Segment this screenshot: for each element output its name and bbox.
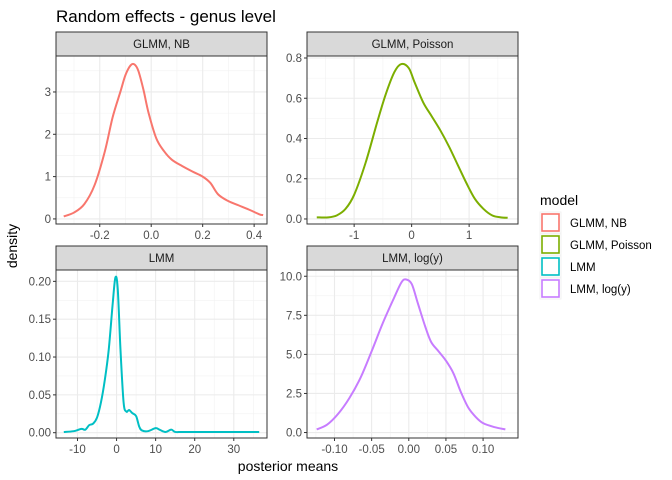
- y-tick-label: 0.0: [286, 428, 302, 440]
- y-tick-label: 0.10: [29, 352, 51, 364]
- x-tick-label: -0.2: [90, 230, 110, 242]
- x-tick-label: 0.0: [143, 230, 159, 242]
- x-tick-label: -0.05: [359, 444, 385, 456]
- x-axis-label: posterior means: [238, 458, 338, 474]
- x-tick-label: 20: [188, 444, 201, 456]
- y-tick-label: 5.0: [286, 349, 302, 361]
- y-tick-label: 0.20: [29, 276, 51, 288]
- x-tick-label: 0.05: [435, 444, 457, 456]
- x-tick-label: -0.10: [321, 444, 347, 456]
- y-tick-label: 0.6: [286, 93, 302, 105]
- x-tick-label: -1: [349, 230, 359, 242]
- legend-key: [541, 257, 560, 276]
- density-line: [316, 278, 506, 431]
- y-tick-label: 0: [45, 214, 51, 226]
- legend-label: GLMM, Poisson: [570, 240, 652, 252]
- facet-panel: LMM -10 0 10 20 30 0.00 0.05 0.10 0.15 0.20: [29, 245, 268, 456]
- facet-panel: GLMM, NB -0.2 0.0 0.2 0.4 0 1 2 3: [45, 31, 268, 242]
- y-tick-label: 2.5: [286, 388, 302, 400]
- panel-border: [306, 55, 519, 225]
- facet-strip-label: GLMM, Poisson: [372, 39, 454, 51]
- legend-label: GLMM, NB: [570, 218, 627, 230]
- y-tick-label: 0.2: [286, 174, 302, 186]
- legend-item: LMM, log(y): [539, 277, 631, 300]
- facet-strip: [55, 245, 268, 271]
- y-tick-label: 10.0: [280, 271, 302, 283]
- x-tick-label: -10: [69, 444, 86, 456]
- x-tick-label: 0: [408, 230, 414, 242]
- legend-label: LMM: [570, 262, 596, 274]
- legend-key-background: [539, 211, 562, 234]
- panel-background: [56, 56, 267, 224]
- legend-item: LMM: [539, 255, 596, 278]
- panel-background: [56, 270, 267, 438]
- legend-item: GLMM, NB: [539, 211, 627, 234]
- facet-strip-label: LMM, log(y): [382, 253, 443, 265]
- legend: model GLMM, NB GLMM, Poisson LMM LMM, log(y…: [539, 192, 652, 300]
- legend-key-background: [539, 255, 562, 278]
- legend-key-background: [539, 233, 562, 256]
- facet-strip-label: LMM: [149, 253, 175, 265]
- facet-panel: LMM, log(y) -0.10 -0.05 0.00 0.05 0.10 0.0 2.5 5…: [280, 245, 519, 456]
- chart-title: Random effects - genus level: [56, 7, 276, 26]
- density-line: [63, 62, 264, 218]
- y-tick-label: 7.5: [286, 310, 302, 322]
- legend-key: [541, 235, 560, 254]
- x-tick-label: 30: [227, 444, 240, 456]
- legend-key-background: [539, 277, 562, 300]
- y-axis-label: density: [4, 224, 20, 268]
- y-tick-label: 0.0: [286, 214, 302, 226]
- x-tick-label: 0: [113, 444, 119, 456]
- panel-background: [307, 56, 518, 224]
- y-tick-label: 0.15: [29, 314, 51, 326]
- density-line: [63, 275, 260, 434]
- panel-border: [55, 269, 268, 439]
- facet-strip-label: GLMM, NB: [133, 39, 190, 51]
- facet-panels: GLMM, NB -0.2 0.0 0.2 0.4 0 1 2 3 GLMM, Poisson -1…: [29, 31, 519, 456]
- legend-key: [541, 213, 560, 232]
- x-tick-label: 10: [149, 444, 162, 456]
- y-tick-label: 2: [45, 129, 51, 141]
- density-line: [316, 62, 508, 219]
- x-tick-label: 1: [466, 230, 472, 242]
- legend-key: [541, 279, 560, 298]
- y-tick-label: 3: [45, 87, 51, 99]
- panel-border: [306, 269, 519, 439]
- x-tick-label: 0.4: [246, 230, 263, 242]
- x-tick-label: 0.00: [398, 444, 420, 456]
- y-tick-label: 0.05: [29, 390, 51, 402]
- facet-strip: [55, 31, 268, 57]
- x-tick-label: 0.2: [195, 230, 211, 242]
- legend-title: model: [540, 192, 578, 208]
- x-tick-label: 0.10: [472, 444, 494, 456]
- y-tick-label: 0.00: [29, 428, 51, 440]
- legend-label: LMM, log(y): [570, 284, 631, 296]
- legend-item: GLMM, Poisson: [539, 233, 652, 256]
- facet-panel: GLMM, Poisson -1 0 1 0.0 0.2 0.4 0.6 0.8: [286, 31, 519, 242]
- y-tick-label: 1: [45, 172, 51, 184]
- panel-border: [55, 55, 268, 225]
- y-tick-label: 0.8: [286, 53, 302, 65]
- y-tick-label: 0.4: [286, 133, 303, 145]
